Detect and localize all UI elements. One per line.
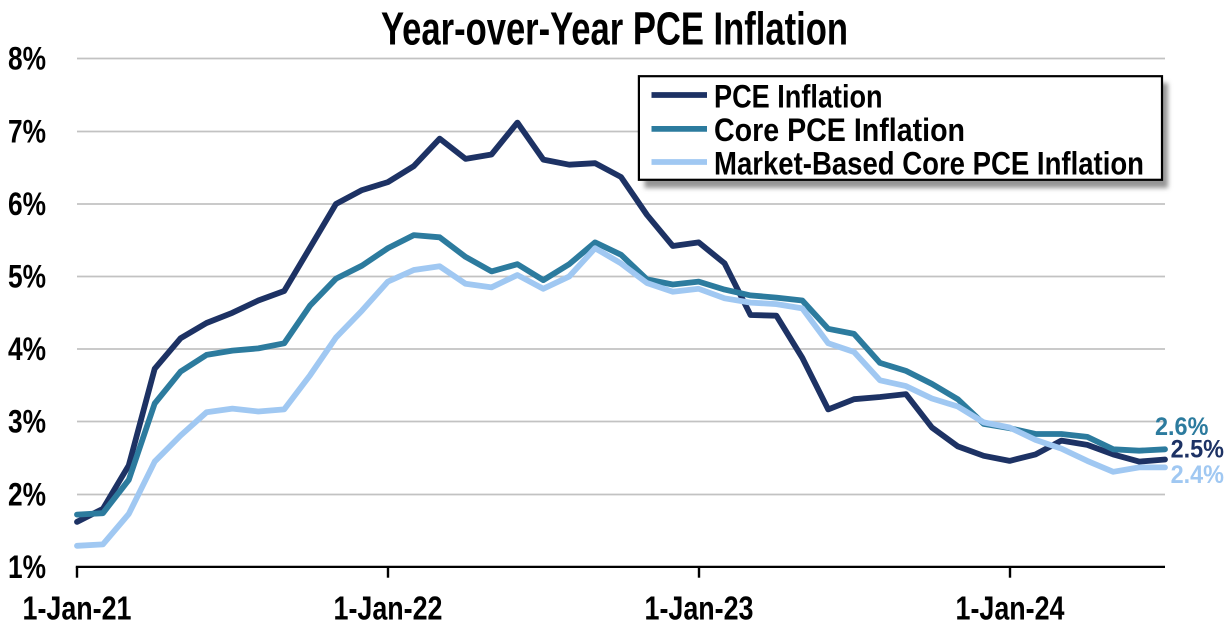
svg-text:Core PCE Inflation: Core PCE Inflation — [714, 112, 965, 148]
svg-text:2.6%: 2.6% — [1155, 413, 1208, 441]
svg-text:2%: 2% — [8, 476, 46, 512]
svg-text:8%: 8% — [8, 41, 46, 77]
svg-text:3%: 3% — [8, 404, 46, 440]
svg-text:2.5%: 2.5% — [1171, 435, 1224, 463]
svg-text:6%: 6% — [8, 186, 46, 222]
svg-text:1-Jan-24: 1-Jan-24 — [956, 589, 1066, 626]
svg-text:5%: 5% — [8, 259, 46, 295]
svg-text:Year-over-Year PCE Inflation: Year-over-Year PCE Inflation — [381, 3, 848, 55]
svg-text:1-Jan-23: 1-Jan-23 — [645, 589, 754, 626]
svg-text:1-Jan-22: 1-Jan-22 — [334, 589, 443, 626]
svg-text:PCE Inflation: PCE Inflation — [714, 79, 883, 115]
svg-text:Market-Based Core PCE Inflatio: Market-Based Core PCE Inflation — [714, 146, 1144, 182]
svg-text:2.4%: 2.4% — [1171, 461, 1224, 489]
svg-text:4%: 4% — [8, 331, 46, 367]
svg-text:1%: 1% — [8, 549, 46, 585]
svg-text:7%: 7% — [8, 113, 46, 149]
svg-text:1-Jan-21: 1-Jan-21 — [23, 589, 132, 626]
